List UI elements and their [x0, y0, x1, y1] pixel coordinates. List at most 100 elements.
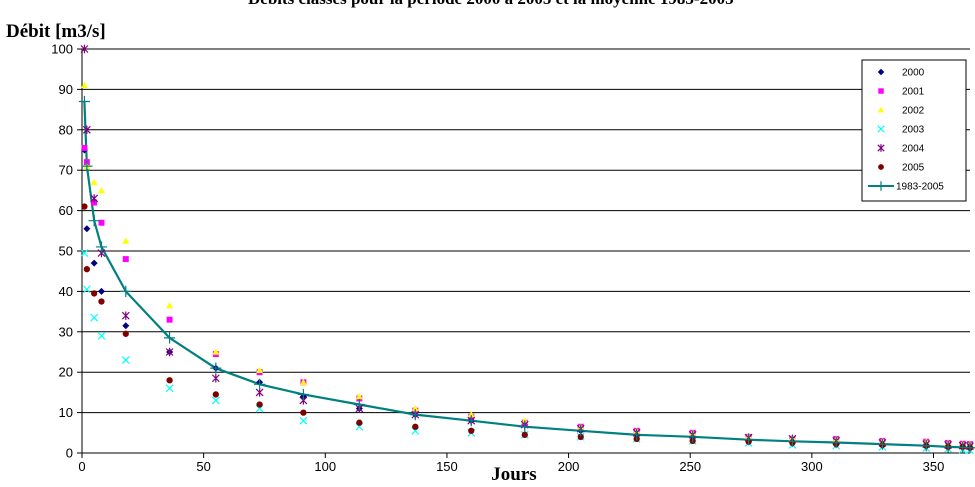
point-2002 — [97, 186, 105, 194]
y-tick-label: 40 — [59, 284, 73, 299]
point-2002 — [122, 237, 130, 244]
point-2005 — [412, 423, 419, 430]
point-2004 — [80, 44, 89, 54]
point-1983-2005 — [120, 285, 132, 297]
x-tick-label: 100 — [314, 459, 336, 474]
point-1983-2005 — [163, 332, 176, 344]
point-2005 — [300, 409, 307, 416]
point-1983-2005 — [409, 409, 421, 421]
point-2003 — [211, 396, 220, 405]
legend-marker-2002 — [877, 106, 885, 113]
point-1983-2005 — [95, 241, 108, 253]
legend-marker-2004 — [877, 144, 885, 152]
legend: 2000 2001 2002 2003 2004 2005 1983-2005 — [861, 59, 967, 202]
point-2005 — [468, 427, 475, 434]
point-2001 — [166, 316, 173, 323]
point-2005 — [166, 377, 173, 384]
legend-label-2000: 2000 — [902, 68, 925, 79]
legend-marker-2003 — [877, 125, 885, 133]
point-1983-2005 — [353, 398, 365, 411]
point-2002 — [299, 378, 307, 386]
x-tick-label: 200 — [558, 459, 580, 474]
x-tick-label: 300 — [801, 459, 823, 474]
point-1983-2005 — [81, 160, 93, 172]
point-2004 — [82, 125, 91, 134]
point-2002 — [467, 411, 475, 418]
x-tick-label: 50 — [196, 459, 210, 474]
chart-title: Débits classés pour la période 2000 à 20… — [248, 0, 734, 8]
y-tick-label: 50 — [59, 244, 73, 259]
point-1983-2005 — [254, 378, 266, 390]
x-axis-label: Jours — [491, 464, 536, 485]
point-2000 — [83, 225, 91, 233]
series-line-1983-2005 — [83, 101, 971, 449]
point-2002 — [212, 348, 220, 355]
point-2002 — [166, 302, 174, 309]
y-tick-label: 70 — [59, 163, 73, 178]
point-2003 — [165, 384, 174, 393]
point-1983-2005 — [942, 441, 954, 453]
point-2005 — [256, 401, 263, 408]
point-1983-2005 — [743, 434, 755, 446]
point-2003 — [299, 416, 308, 425]
point-2003 — [80, 249, 89, 257]
point-2002 — [411, 405, 419, 412]
point-2004 — [211, 374, 220, 383]
legend-label-2002: 2002 — [902, 106, 925, 117]
y-tick-label: 20 — [59, 365, 73, 380]
y-tick-label: 10 — [59, 405, 73, 420]
point-2005 — [212, 391, 219, 398]
point-2003 — [82, 285, 91, 294]
point-2002 — [80, 81, 88, 89]
x-tick-label: 350 — [923, 459, 945, 474]
legend-label-2001: 2001 — [902, 87, 925, 98]
point-2000 — [97, 287, 105, 295]
y-tick-labels: 0 10 20 30 40 50 60 70 80 90 100 — [51, 42, 73, 461]
x-tick-label: 150 — [436, 459, 458, 474]
y-tick-label: 100 — [51, 42, 73, 57]
point-2005 — [356, 419, 363, 426]
mean-curve — [83, 101, 971, 449]
point-2005 — [122, 330, 129, 337]
gridlines — [82, 48, 970, 414]
point-1983-2005 — [631, 429, 643, 441]
point-1983-2005 — [920, 440, 932, 452]
point-2001 — [81, 145, 88, 151]
point-1983-2005 — [465, 415, 477, 427]
point-1983-2005 — [876, 438, 889, 450]
axes — [77, 48, 970, 458]
point-1983-2005 — [786, 435, 798, 447]
point-2005 — [577, 433, 584, 440]
y-tick-label: 90 — [59, 82, 73, 97]
point-2002 — [521, 417, 529, 424]
legend-marker-1983-2005 — [876, 181, 886, 191]
point-2005 — [83, 266, 91, 273]
point-2000 — [90, 259, 98, 267]
point-2004 — [121, 311, 130, 320]
point-1983-2005 — [575, 425, 587, 437]
legend-label-2003: 2003 — [902, 125, 925, 136]
point-2002 — [90, 178, 98, 186]
point-1983-2005 — [687, 431, 699, 443]
point-2002 — [256, 366, 264, 373]
point-2005 — [521, 431, 528, 438]
y-axis-label: Débit [m3/s] — [6, 21, 106, 42]
point-2000 — [122, 322, 130, 330]
point-1983-2005 — [519, 421, 531, 433]
x-tick-label: 250 — [679, 459, 701, 474]
legend-label-2005: 2005 — [902, 163, 925, 174]
y-tick-label: 30 — [59, 324, 73, 339]
legend-marker-2005 — [878, 164, 884, 170]
point-1983-2005 — [88, 215, 100, 227]
point-2003 — [90, 313, 99, 322]
point-2005 — [91, 290, 98, 297]
point-1983-2005 — [210, 362, 222, 374]
point-2005 — [81, 203, 88, 210]
point-2005 — [98, 298, 105, 305]
legend-label-2004: 2004 — [902, 144, 925, 155]
point-2002 — [355, 392, 363, 400]
x-tick-labels: 0 50 100 150 200 250 300 350 — [78, 459, 944, 474]
y-tick-label: 80 — [59, 122, 73, 137]
point-2004 — [90, 194, 99, 203]
